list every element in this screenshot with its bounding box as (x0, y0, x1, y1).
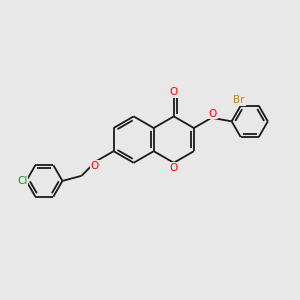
Text: O: O (91, 160, 99, 171)
Text: Br: Br (233, 95, 245, 105)
Text: O: O (170, 163, 178, 172)
Text: O: O (208, 109, 217, 118)
Text: O: O (170, 87, 178, 97)
Text: Cl: Cl (17, 176, 27, 186)
